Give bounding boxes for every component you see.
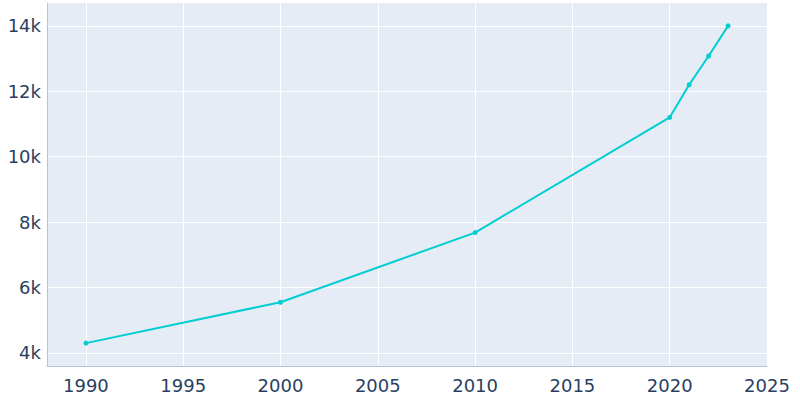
svg-text:12k: 12k <box>8 81 42 102</box>
svg-text:10k: 10k <box>8 146 42 167</box>
svg-text:2005: 2005 <box>355 375 401 396</box>
svg-text:6k: 6k <box>19 277 41 298</box>
svg-text:2015: 2015 <box>549 375 595 396</box>
svg-text:1990: 1990 <box>63 375 109 396</box>
svg-text:1995: 1995 <box>160 375 206 396</box>
svg-text:14k: 14k <box>8 15 42 36</box>
svg-text:2010: 2010 <box>452 375 498 396</box>
svg-text:2000: 2000 <box>258 375 304 396</box>
svg-text:2020: 2020 <box>647 375 693 396</box>
svg-text:2025: 2025 <box>744 375 790 396</box>
svg-text:4k: 4k <box>19 342 41 363</box>
svg-text:8k: 8k <box>19 212 41 233</box>
